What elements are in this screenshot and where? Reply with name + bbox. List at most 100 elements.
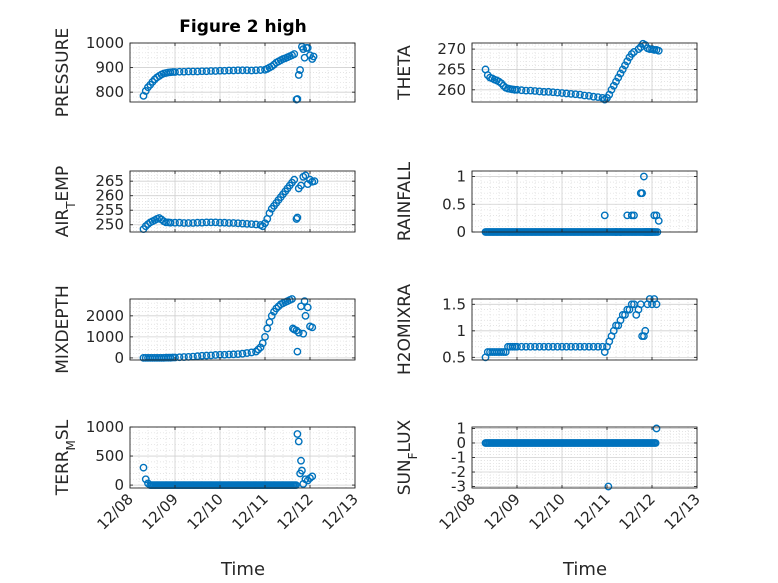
data-point bbox=[562, 89, 571, 98]
data-point bbox=[265, 209, 274, 218]
data-point bbox=[308, 472, 317, 481]
y-axis-label: RAINFALL bbox=[395, 161, 415, 241]
y-axis-label: MIXDEPTH bbox=[53, 285, 73, 374]
y-tick-label: 0 bbox=[114, 349, 124, 367]
data-point bbox=[604, 482, 613, 491]
data-point bbox=[272, 304, 281, 313]
data-point bbox=[171, 218, 179, 227]
data-point bbox=[641, 326, 650, 335]
y-tick-label: 265 bbox=[437, 60, 466, 78]
x-tick-label: 12/11 bbox=[571, 490, 614, 533]
data-point bbox=[193, 352, 202, 361]
data-point bbox=[589, 92, 598, 101]
data-point bbox=[621, 61, 629, 70]
y-tick-label: 0.5 bbox=[442, 195, 466, 213]
data-point bbox=[640, 172, 648, 181]
data-point bbox=[166, 218, 175, 227]
data-point bbox=[139, 463, 148, 472]
data-point bbox=[652, 300, 661, 309]
subplot-sun_flux: -3-2-101 12/08 12/09 12/10 12/11 12/12 12/13 SU… bbox=[395, 419, 704, 533]
y-tick-label: 270 bbox=[437, 40, 466, 58]
y-tick-label: 900 bbox=[95, 59, 124, 77]
data-point bbox=[540, 342, 548, 351]
data-point bbox=[229, 219, 238, 227]
data-point bbox=[297, 456, 305, 465]
plot-area bbox=[130, 427, 355, 488]
data-point bbox=[293, 430, 302, 438]
data-point bbox=[627, 300, 636, 309]
y-tick-label: 1000 bbox=[86, 418, 124, 436]
data-point bbox=[299, 329, 308, 338]
data-point bbox=[171, 68, 179, 76]
y-axis-label: THETA bbox=[395, 45, 415, 101]
data-point bbox=[535, 342, 544, 351]
data-point bbox=[238, 349, 247, 358]
data-point bbox=[517, 342, 526, 351]
data-point bbox=[175, 353, 184, 362]
data-point bbox=[247, 220, 256, 229]
data-point bbox=[612, 77, 620, 86]
data-point bbox=[303, 303, 312, 312]
x-tick-label: 12/09 bbox=[139, 490, 182, 533]
y-tick-label: 250 bbox=[95, 216, 124, 234]
y-tick-label: -3 bbox=[451, 478, 466, 496]
x-tick-label: 12/09 bbox=[481, 490, 524, 533]
data-point bbox=[607, 85, 616, 94]
data-point bbox=[623, 57, 632, 66]
data-point bbox=[618, 311, 627, 319]
data-point bbox=[184, 219, 193, 227]
data-point bbox=[220, 350, 229, 359]
data-point bbox=[553, 342, 562, 351]
data-point bbox=[522, 342, 530, 351]
data-point bbox=[243, 66, 251, 75]
data-point bbox=[535, 87, 544, 96]
data-point bbox=[294, 71, 303, 79]
axes-box bbox=[471, 298, 698, 361]
subplot-terr_msl: 0 500 1000 12/08 12/09 12/10 12/11 12/12 12/13 TE… bbox=[53, 418, 362, 533]
axes-box bbox=[129, 426, 356, 489]
data-point bbox=[180, 67, 188, 76]
data-point bbox=[513, 342, 521, 351]
data-point bbox=[609, 81, 618, 90]
data-point bbox=[309, 52, 318, 61]
data-point bbox=[243, 349, 251, 357]
data-point bbox=[306, 175, 314, 184]
data-point bbox=[497, 348, 506, 356]
data-point bbox=[544, 342, 553, 351]
y-tick-label: 1.5 bbox=[442, 295, 466, 313]
data-point bbox=[650, 211, 659, 220]
data-point bbox=[211, 67, 220, 75]
data-point bbox=[141, 222, 150, 231]
data-point bbox=[513, 85, 521, 94]
data-point bbox=[252, 220, 260, 229]
data-point bbox=[540, 87, 548, 96]
plot-area bbox=[472, 43, 697, 102]
data-point bbox=[220, 218, 229, 227]
data-point bbox=[549, 88, 557, 97]
axes-box bbox=[129, 298, 356, 361]
data-point bbox=[616, 69, 625, 78]
x-tick-label: 12/08 bbox=[94, 490, 137, 533]
data-point bbox=[238, 66, 247, 75]
data-point bbox=[189, 67, 197, 76]
y-tick-label: 260 bbox=[95, 187, 124, 205]
data-point bbox=[180, 219, 188, 227]
data-point bbox=[612, 321, 620, 330]
data-point bbox=[225, 66, 233, 75]
data-point bbox=[585, 92, 593, 100]
data-point bbox=[211, 351, 220, 359]
data-point bbox=[630, 211, 638, 220]
data-point bbox=[256, 343, 265, 352]
data-point bbox=[193, 67, 202, 76]
data-point bbox=[594, 93, 602, 102]
y-tick-label: 1 bbox=[456, 419, 466, 437]
data-point bbox=[261, 332, 269, 341]
data-point bbox=[654, 46, 663, 55]
x-tick-label: 12/08 bbox=[436, 490, 479, 533]
y-axis-label: SUNFLUX bbox=[395, 419, 420, 495]
data-point bbox=[558, 342, 566, 351]
data-point bbox=[576, 90, 584, 99]
y-tick-label: 0 bbox=[456, 434, 466, 452]
data-point bbox=[627, 50, 636, 58]
